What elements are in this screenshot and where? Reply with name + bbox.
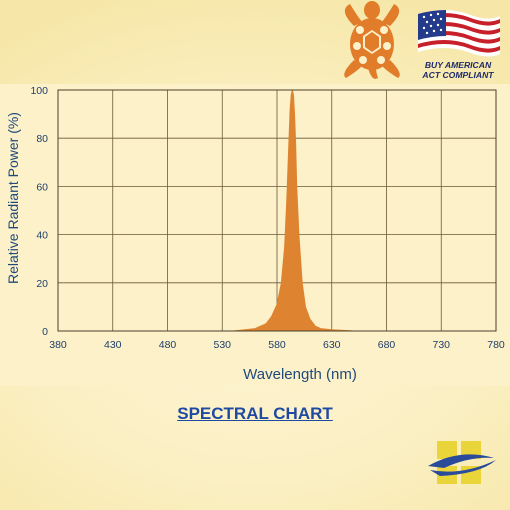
x-tick-label: 530 (213, 339, 231, 351)
x-tick-label: 430 (104, 339, 122, 351)
y-axis-title: Relative Radiant Power (%) (5, 112, 21, 284)
chart-title: SPECTRAL CHART (177, 404, 333, 423)
x-tick-label: 730 (432, 339, 450, 351)
flag-text-line1: BUY AMERICAN (424, 60, 492, 70)
y-tick-label: 20 (36, 278, 48, 290)
turtle-icon (344, 1, 400, 79)
x-tick-label: 630 (323, 339, 341, 351)
y-tick-label: 60 (36, 181, 48, 193)
brand-logo-icon (428, 441, 496, 484)
flag-text-line2: ACT COMPLIANT (422, 70, 494, 80)
y-tick-label: 40 (36, 230, 48, 242)
y-tick-label: 0 (42, 326, 48, 338)
x-tick-label: 580 (268, 339, 286, 351)
y-tick-label: 100 (30, 85, 48, 97)
x-tick-label: 780 (487, 339, 505, 351)
x-axis-title: Wavelength (nm) (243, 366, 357, 383)
plot-frame (57, 89, 497, 332)
x-tick-label: 380 (49, 339, 67, 351)
y-tick-label: 80 (36, 133, 48, 145)
x-tick-label: 480 (159, 339, 177, 351)
us-flag-icon (418, 10, 500, 57)
spectral-series-area (58, 89, 496, 332)
x-tick-label: 680 (378, 339, 396, 351)
